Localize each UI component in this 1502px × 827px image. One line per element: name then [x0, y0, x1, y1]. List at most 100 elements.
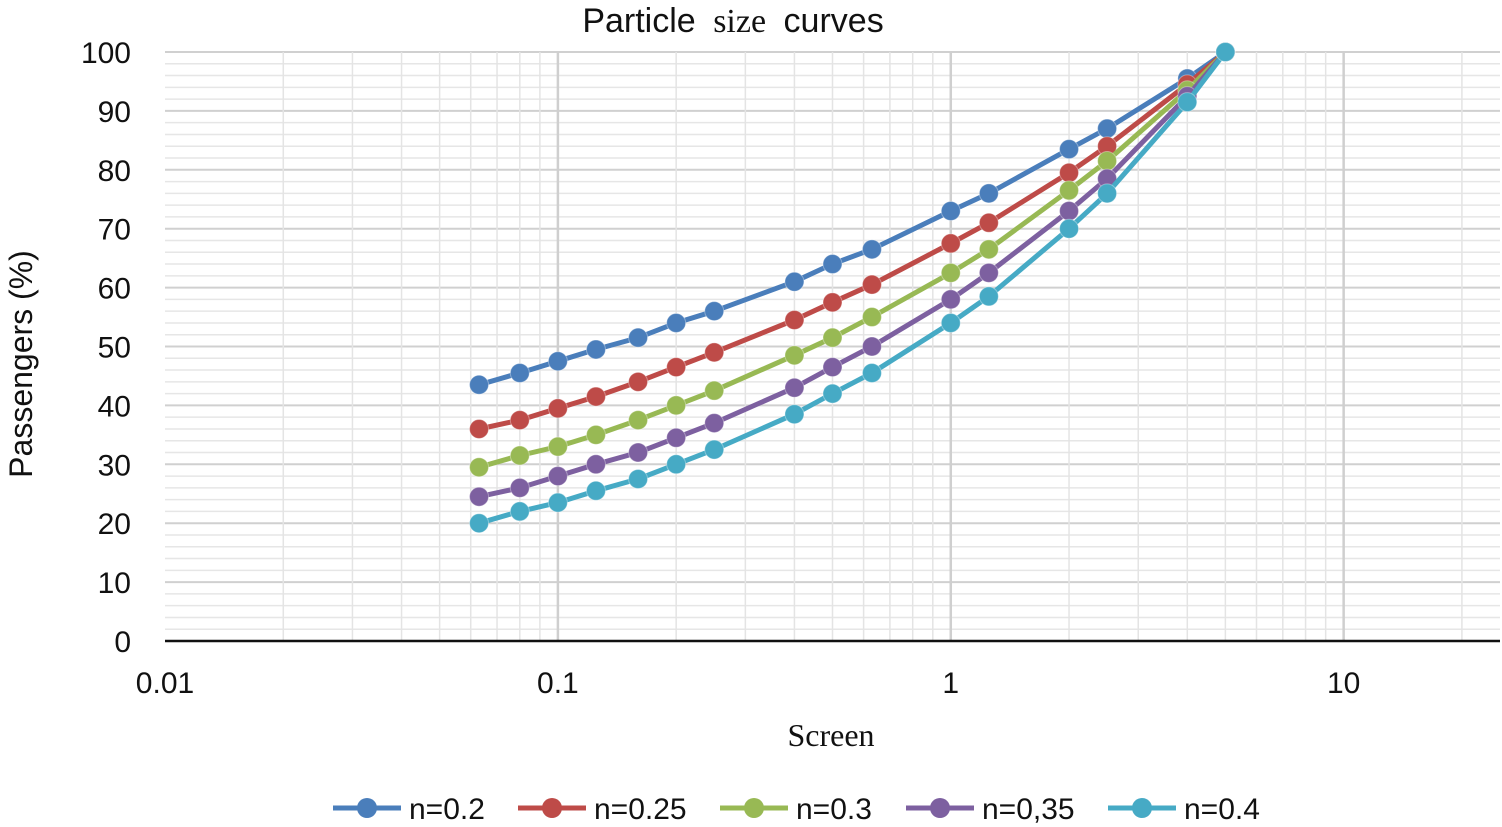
chart-title-part-2: size: [713, 3, 766, 40]
data-point: [469, 418, 490, 439]
series-layer: [469, 42, 1236, 534]
legend-item-4: n=0,35: [906, 793, 1075, 826]
data-point: [509, 445, 530, 466]
data-point: [469, 513, 490, 534]
x-axis-label: Screen: [787, 717, 874, 753]
axes: 0 10 20 30 40 50 60 70 80 90 100 0.01 0.1 1 10: [81, 37, 1500, 700]
data-point: [585, 386, 606, 407]
y-tick-label: 90: [98, 96, 131, 129]
data-point: [1059, 218, 1080, 239]
x-tick-label: 1: [942, 667, 959, 700]
data-point: [822, 357, 843, 378]
data-point: [585, 454, 606, 475]
y-tick-label: 20: [98, 508, 131, 541]
data-point: [585, 339, 606, 360]
data-point: [509, 363, 530, 384]
data-point: [978, 239, 999, 260]
data-point: [547, 492, 568, 513]
y-tick-label: 30: [98, 449, 131, 482]
data-point: [1177, 92, 1198, 113]
data-point: [547, 436, 568, 457]
data-point: [822, 254, 843, 275]
x-tick-label: 0.1: [537, 667, 579, 700]
legend-label: n=0.2: [409, 793, 485, 826]
y-axis-label: Passengers (%): [3, 250, 39, 478]
data-point: [666, 427, 687, 448]
data-point: [784, 377, 805, 398]
data-point: [469, 457, 490, 478]
data-point: [666, 357, 687, 378]
data-point: [784, 404, 805, 425]
data-point: [547, 351, 568, 372]
y-tick-label: 70: [98, 214, 131, 247]
y-tick-label: 100: [81, 37, 131, 70]
data-point: [940, 233, 961, 254]
data-point: [585, 424, 606, 445]
data-point: [628, 469, 649, 490]
chart-title: Particle size curves: [582, 2, 883, 40]
data-point: [861, 274, 882, 295]
data-point: [940, 201, 961, 222]
data-point: [940, 262, 961, 283]
series-5: [469, 42, 1236, 534]
data-point: [978, 212, 999, 233]
data-point: [978, 286, 999, 307]
data-point: [704, 380, 725, 401]
data-point: [585, 480, 606, 501]
legend-swatch-marker: [542, 798, 562, 818]
legend-item-1: n=0.2: [333, 793, 485, 826]
data-point: [861, 363, 882, 384]
data-point: [469, 486, 490, 507]
data-point: [978, 183, 999, 204]
legend-label: n=0.3: [796, 793, 872, 826]
data-point: [666, 312, 687, 333]
data-point: [940, 289, 961, 310]
data-point: [784, 345, 805, 366]
data-point: [861, 239, 882, 260]
data-point: [628, 410, 649, 431]
legend-label: n=0.4: [1184, 793, 1260, 826]
y-tick-label: 10: [98, 567, 131, 600]
data-point: [666, 454, 687, 475]
series-2: [469, 42, 1236, 439]
data-point: [509, 501, 530, 522]
data-point: [547, 466, 568, 487]
legend-swatch-marker: [930, 798, 950, 818]
series-1: [469, 42, 1236, 395]
data-point: [704, 439, 725, 460]
y-tick-label: 50: [98, 332, 131, 365]
series-line: [478, 50, 1228, 526]
y-tick-label: 0: [114, 626, 131, 659]
data-point: [547, 398, 568, 419]
legend-swatch-marker: [357, 798, 377, 818]
series-line: [478, 50, 1228, 432]
series-line: [478, 50, 1228, 470]
series-3: [469, 42, 1236, 478]
y-tick-label: 80: [98, 155, 131, 188]
x-tick-label: 10: [1327, 667, 1360, 700]
data-point: [628, 442, 649, 463]
data-point: [509, 410, 530, 431]
data-point: [822, 292, 843, 313]
data-point: [1215, 42, 1236, 62]
data-point: [861, 307, 882, 328]
data-point: [940, 312, 961, 333]
legend-swatch-marker: [744, 798, 764, 818]
data-point: [628, 327, 649, 348]
data-point: [1059, 201, 1080, 222]
data-point: [1097, 183, 1118, 204]
data-point: [704, 342, 725, 363]
legend-label: n=0.25: [594, 793, 687, 826]
legend: n=0.2 n=0.25 n=0.3 n=0,35 n=0.4: [333, 793, 1260, 826]
chart-title-part-3: curves: [784, 2, 884, 40]
x-tick-label: 0.01: [136, 667, 194, 700]
data-point: [509, 477, 530, 498]
data-point: [704, 301, 725, 322]
data-point: [666, 395, 687, 416]
data-point: [1097, 150, 1118, 171]
legend-item-2: n=0.25: [518, 793, 687, 826]
legend-label: n=0,35: [982, 793, 1075, 826]
legend-item-5: n=0.4: [1108, 793, 1260, 826]
data-point: [628, 371, 649, 392]
y-tick-label: 40: [98, 390, 131, 423]
